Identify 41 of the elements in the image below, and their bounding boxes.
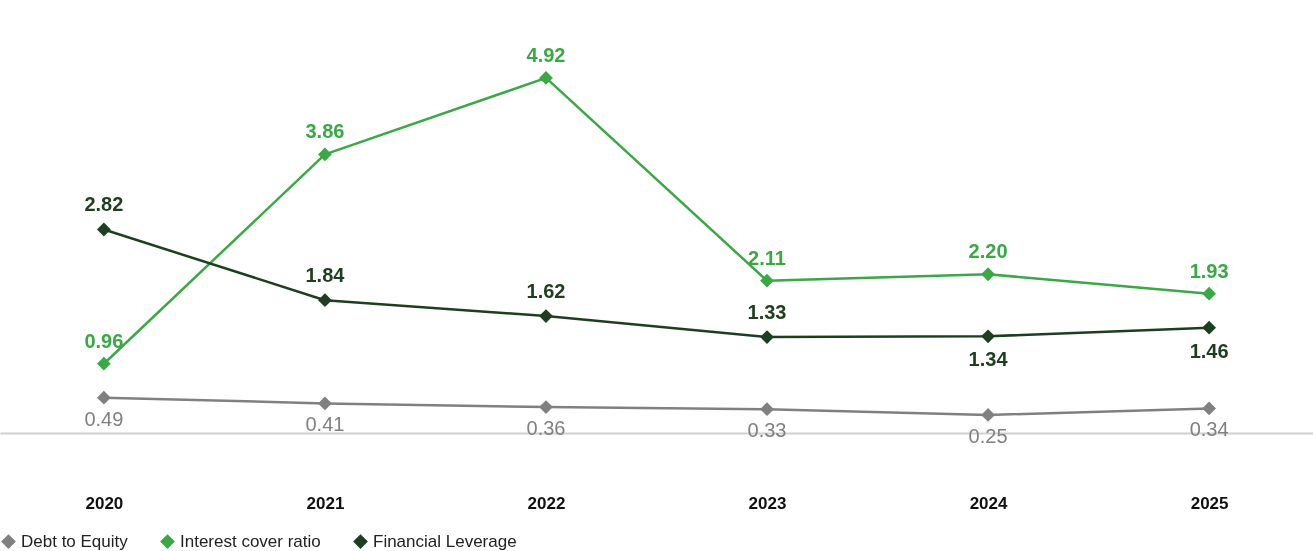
point bbox=[981, 267, 995, 282]
data-label: 4.92 bbox=[526, 43, 566, 66]
point bbox=[1202, 320, 1216, 335]
legend-label: Interest cover ratio bbox=[180, 531, 321, 551]
x-tick-label: 2022 bbox=[527, 493, 566, 513]
legend-label: Financial Leverage bbox=[373, 531, 517, 551]
legend-label: Debt to Equity bbox=[21, 531, 129, 551]
data-label: 2.20 bbox=[968, 240, 1008, 263]
data-label: 1.33 bbox=[747, 301, 787, 324]
point bbox=[760, 402, 774, 417]
data-label: 3.86 bbox=[305, 120, 345, 143]
data-label: 0.34 bbox=[1189, 418, 1229, 441]
point bbox=[318, 293, 332, 308]
data-label: 0.36 bbox=[526, 417, 566, 440]
point bbox=[97, 356, 111, 371]
x-tick-label: 2024 bbox=[969, 493, 1009, 513]
data-label: 1.62 bbox=[526, 280, 566, 303]
data-label: 0.49 bbox=[84, 407, 124, 430]
data-label: 2.82 bbox=[84, 193, 124, 216]
point bbox=[97, 222, 111, 237]
x-tick-label: 2020 bbox=[85, 493, 124, 513]
point bbox=[760, 273, 774, 288]
x-tick-label: 2021 bbox=[306, 493, 345, 513]
data-label: 1.46 bbox=[1189, 339, 1229, 362]
point bbox=[318, 396, 332, 411]
data-label: 1.34 bbox=[968, 348, 1009, 371]
data-label: 1.93 bbox=[1189, 259, 1229, 282]
data-label: 0.33 bbox=[747, 419, 787, 442]
data-label: 2.11 bbox=[748, 246, 786, 269]
point bbox=[981, 329, 995, 344]
point bbox=[97, 390, 111, 405]
point bbox=[981, 408, 995, 422]
data-label: 0.96 bbox=[84, 329, 124, 352]
data-label: 0.41 bbox=[305, 413, 345, 436]
x-tick-label: 2023 bbox=[748, 493, 787, 513]
data-label: 1.84 bbox=[305, 264, 346, 287]
point bbox=[318, 147, 332, 162]
data-label: 0.25 bbox=[968, 424, 1008, 447]
point bbox=[1202, 286, 1216, 301]
x-tick-label: 2025 bbox=[1190, 493, 1229, 513]
point bbox=[1202, 401, 1216, 416]
